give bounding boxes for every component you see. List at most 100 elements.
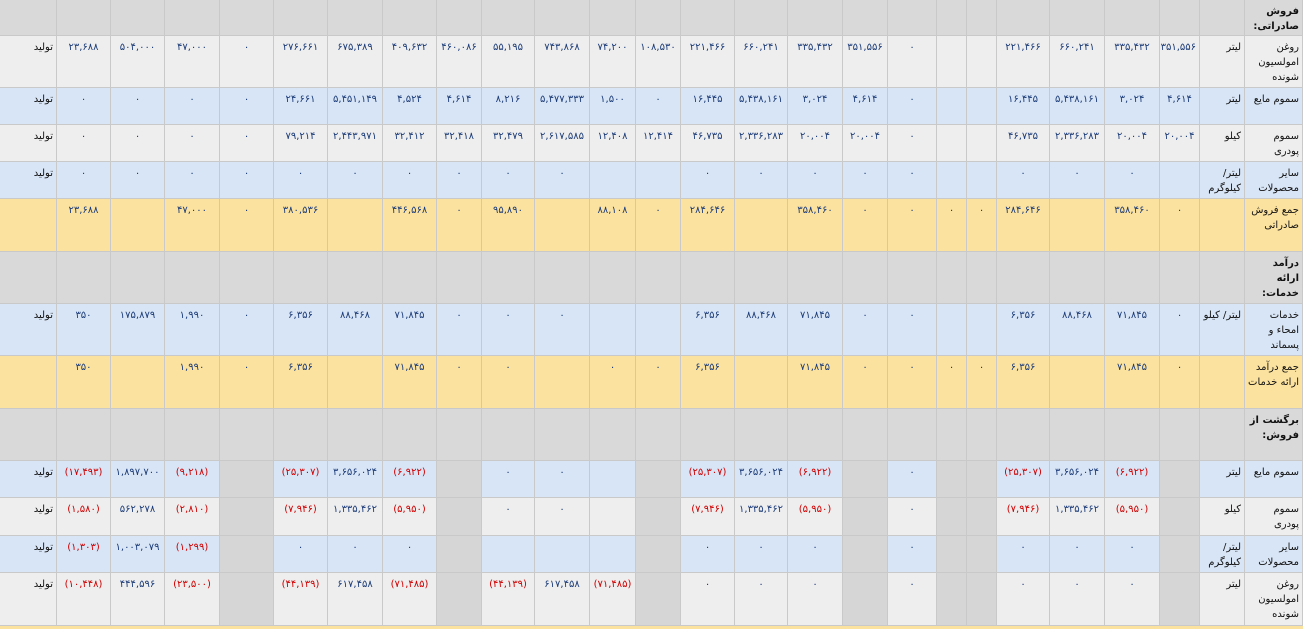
value-cell: ۰	[636, 356, 681, 409]
value-cell: ۳۲,۴۱۸	[437, 125, 482, 162]
value-cell: (۷,۹۴۶)	[274, 498, 328, 536]
value-cell: ۴۶,۷۳۵	[997, 125, 1050, 162]
value-cell: (۱,۲۹۹)	[165, 536, 220, 573]
empty-cell	[888, 252, 937, 304]
empty-cell	[220, 461, 274, 498]
value-cell: ۰	[681, 162, 735, 199]
value-cell: ۸۸,۴۶۸	[735, 304, 788, 356]
empty-cell	[636, 461, 681, 498]
value-cell: ۰	[888, 536, 937, 573]
value-cell: ۸۸,۴۶۸	[1050, 304, 1105, 356]
value-cell: ۴,۶۱۴	[843, 88, 888, 125]
section-title: برگشت از فروش:	[1245, 409, 1303, 461]
value-cell: ۳۵۱,۵۵۶	[1160, 36, 1200, 88]
empty-cell	[1050, 409, 1105, 461]
item-name: سموم مایع	[1245, 461, 1303, 498]
empty-cell	[843, 461, 888, 498]
value-cell: (۱,۳۰۳)	[57, 536, 111, 573]
empty-cell	[590, 409, 636, 461]
empty-cell	[111, 356, 165, 409]
empty-cell	[843, 573, 888, 626]
value-cell: ۳۸۰,۵۳۶	[274, 199, 328, 252]
empty-cell	[111, 0, 165, 36]
value-cell: ۰	[735, 536, 788, 573]
value-cell: ۳,۰۲۴	[1105, 88, 1160, 125]
unit	[1200, 356, 1245, 409]
empty-cell	[937, 409, 967, 461]
value-cell: (۵,۹۵۰)	[383, 498, 437, 536]
value-cell: ۵,۴۷۷,۳۳۳	[535, 88, 590, 125]
unit: لیتر	[1200, 36, 1245, 88]
value-cell: ۸,۲۱۶	[482, 88, 535, 125]
value-cell: ۳۵۸,۴۶۰	[788, 199, 843, 252]
empty-cell	[220, 536, 274, 573]
empty-cell	[328, 409, 383, 461]
empty-cell	[328, 0, 383, 36]
value-cell: (۲,۸۱۰)	[165, 498, 220, 536]
value-cell: ۰	[57, 88, 111, 125]
value-cell: ۳۲,۴۷۹	[482, 125, 535, 162]
empty-cell	[535, 536, 590, 573]
value-cell: ۳,۶۵۶,۰۲۴	[735, 461, 788, 498]
value-cell: ۹۵,۸۹۰	[482, 199, 535, 252]
empty-cell	[535, 199, 590, 252]
empty-cell	[590, 304, 636, 356]
empty-cell	[535, 0, 590, 36]
value-cell: ۲۰,۰۰۴	[1160, 125, 1200, 162]
value-cell: ۷۱,۸۴۵	[1105, 356, 1160, 409]
value-cell: ۰	[111, 162, 165, 199]
empty-cell	[274, 252, 328, 304]
value-cell: ۰	[220, 88, 274, 125]
empty-cell	[788, 409, 843, 461]
value-cell: (۶,۹۲۲)	[788, 461, 843, 498]
empty-cell	[735, 252, 788, 304]
empty-cell	[328, 252, 383, 304]
empty-cell	[1160, 461, 1200, 498]
value-cell: ۰	[220, 356, 274, 409]
value-cell: ۱,۳۳۵,۴۶۲	[328, 498, 383, 536]
empty-cell	[937, 536, 967, 573]
empty-cell	[967, 125, 997, 162]
value-cell: ۰	[997, 536, 1050, 573]
empty-cell	[735, 356, 788, 409]
empty-cell	[328, 199, 383, 252]
empty-cell	[636, 536, 681, 573]
empty-cell	[967, 36, 997, 88]
empty-cell	[590, 0, 636, 36]
unit: لیتر	[1200, 88, 1245, 125]
unit	[1200, 199, 1245, 252]
next-row-strip	[0, 626, 1303, 629]
empty-cell	[937, 573, 967, 626]
item-type: تولید	[0, 461, 57, 498]
value-cell: ۲۸۴,۶۴۶	[681, 199, 735, 252]
value-cell: ۲۷۶,۶۶۱	[274, 36, 328, 88]
value-cell: ۳۵۱,۵۵۶	[843, 36, 888, 88]
empty-cell	[111, 252, 165, 304]
empty-cell	[111, 409, 165, 461]
value-cell: ۶,۳۵۶	[997, 356, 1050, 409]
empty-cell	[437, 573, 482, 626]
value-cell: ۱,۵۰۰	[590, 88, 636, 125]
value-cell: ۰	[437, 199, 482, 252]
value-cell: ۰	[220, 304, 274, 356]
value-cell: ۳۳۵,۴۳۲	[788, 36, 843, 88]
value-cell: ۰	[1105, 162, 1160, 199]
value-cell: ۰	[888, 356, 937, 409]
empty-cell	[735, 199, 788, 252]
value-cell: ۶,۳۵۶	[274, 356, 328, 409]
value-cell: ۱۷۵,۸۷۹	[111, 304, 165, 356]
empty-cell	[636, 498, 681, 536]
value-cell: ۰	[220, 125, 274, 162]
item-name: سموم پودری	[1245, 498, 1303, 536]
value-cell: (۲۳,۵۰۰)	[165, 573, 220, 626]
value-cell: ۲,۳۳۶,۲۸۳	[735, 125, 788, 162]
empty-cell	[437, 536, 482, 573]
empty-cell	[590, 252, 636, 304]
empty-cell	[57, 0, 111, 36]
value-cell: ۰	[888, 36, 937, 88]
value-cell: ۰	[681, 573, 735, 626]
empty-cell	[220, 252, 274, 304]
value-cell: ۰	[888, 162, 937, 199]
empty-cell	[1105, 409, 1160, 461]
empty-cell	[997, 409, 1050, 461]
